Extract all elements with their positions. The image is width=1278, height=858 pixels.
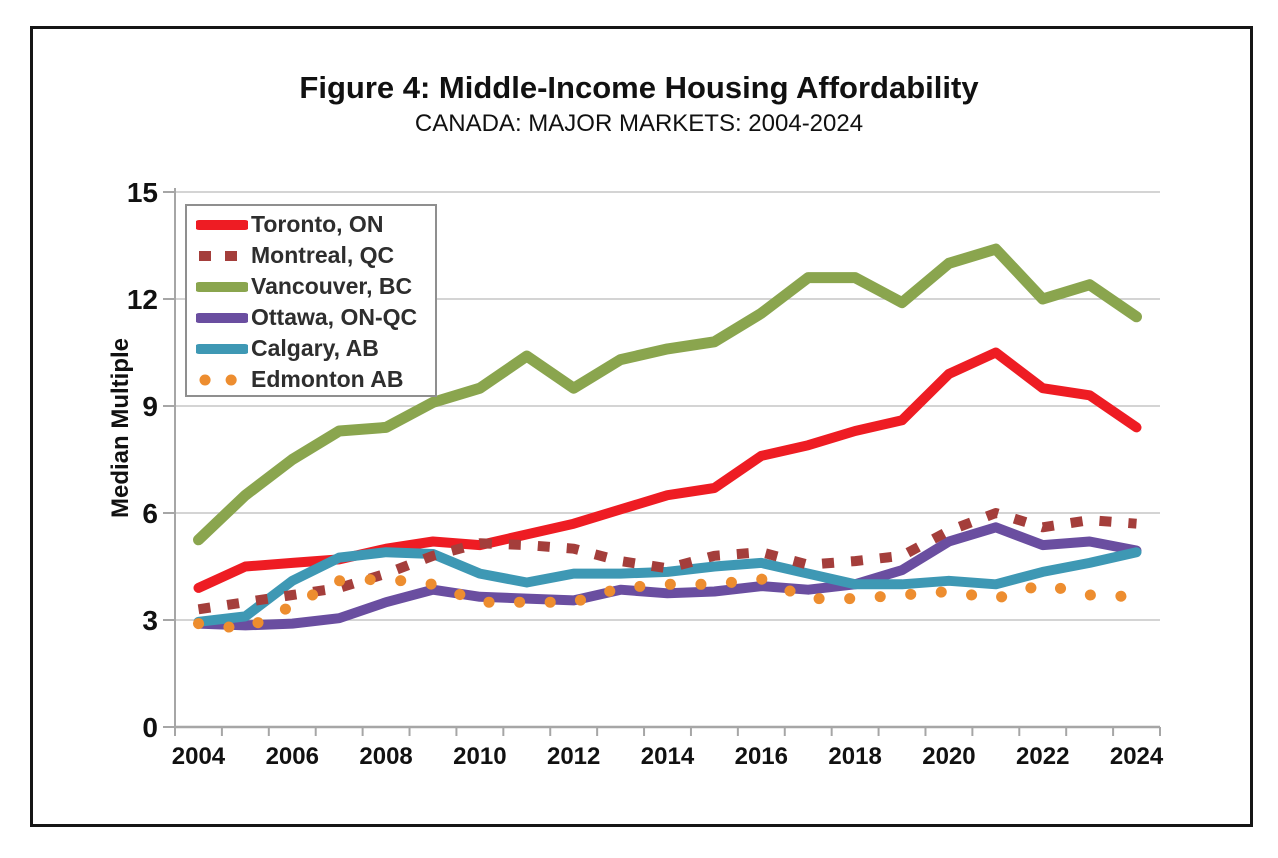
x-axis: 2004 2006 2008 2010 2012 2014 2016 2018 2020 2022… (172, 727, 1164, 770)
legend-label: Montreal, QC (251, 242, 395, 268)
x-tick-label: 2022 (1016, 743, 1069, 770)
x-tick-label: 2018 (828, 743, 881, 770)
chart-subtitle: CANADA: MAJOR MARKETS: 2004-2024 (414, 110, 864, 137)
x-tick-label: 2008 (359, 743, 412, 770)
legend-label: Calgary, AB (251, 335, 379, 361)
y-tick-label: 6 (142, 498, 158, 529)
legend-label: Vancouver, BC (251, 273, 413, 299)
legend-swatch-vancouver-bc-icon (196, 281, 248, 292)
y-tick-label: 0 (142, 712, 158, 743)
legend-swatch-toronto-on-icon (196, 219, 248, 230)
legend-item-edmonton-ab: Edmonton AB (196, 364, 435, 395)
series-line-vancouver-bc (193, 243, 1142, 546)
x-tick-label: 2012 (547, 743, 600, 770)
chart-title: Figure 4: Middle-Income Housing Affordab… (299, 70, 979, 105)
legend-swatch-edmonton-ab-icon (199, 374, 243, 385)
legend-item-toronto-on: Toronto, ON (196, 209, 435, 240)
y-tick-label: 12 (127, 284, 158, 315)
y-tick-label: 3 (142, 605, 158, 636)
x-tick-label: 2020 (922, 743, 975, 770)
legend-item-calgary-ab: Calgary, AB (196, 333, 435, 364)
x-tick-label: 2010 (453, 743, 506, 770)
x-tick-label: 2014 (641, 743, 695, 770)
figure-frame (30, 26, 1253, 827)
legend-label: Toronto, ON (251, 211, 384, 237)
chart-legend: Toronto, ON Montreal, QC Vancouver, BC Otta… (185, 204, 437, 397)
legend-swatch-montreal-qc-icon (199, 250, 248, 261)
legend-swatch-ottawa-on-qc-icon (196, 312, 248, 323)
legend-label: Edmonton AB (251, 366, 404, 392)
x-tick-label: 2004 (172, 743, 226, 770)
y-tick-label: 15 (127, 177, 158, 208)
x-tick-label: 2024 (1110, 743, 1164, 770)
series-line-ottawa-on-qc (193, 522, 1142, 631)
legend-swatch-calgary-ab-icon (196, 343, 248, 354)
y-axis: 0 3 6 9 12 15 (127, 177, 175, 743)
series-line-calgary-ab (193, 547, 1142, 627)
legend-item-ottawa-on-qc: Ottawa, ON-QC (196, 302, 435, 333)
legend-label: Ottawa, ON-QC (251, 304, 418, 330)
series-line-edmonton-ab (193, 573, 1142, 635)
legend-item-montreal-qc: Montreal, QC (196, 240, 435, 271)
y-tick-label: 9 (142, 391, 158, 422)
legend-item-vancouver-bc: Vancouver, BC (196, 271, 435, 302)
x-tick-label: 2016 (735, 743, 788, 770)
x-tick-label: 2006 (266, 743, 319, 770)
